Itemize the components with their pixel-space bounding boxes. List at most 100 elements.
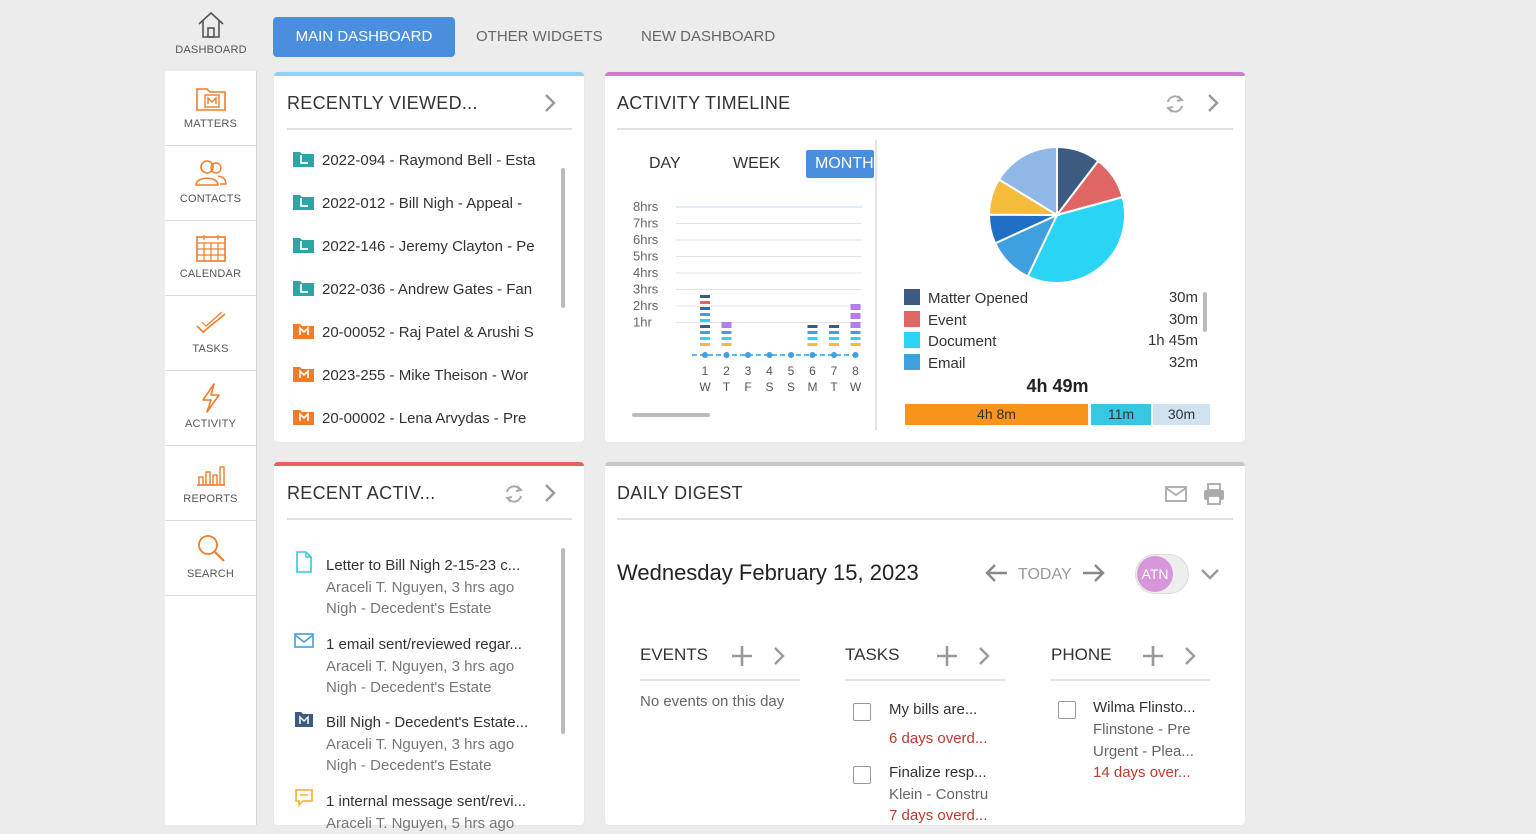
activity-title: Bill Nigh - Decedent's Estate... [316,714,528,731]
bar-segment[interactable] [700,295,710,298]
task-checkbox[interactable] [853,703,871,721]
bar-segment[interactable] [700,313,710,316]
chevron-right-icon[interactable] [770,644,788,668]
arrow-left-icon[interactable] [984,562,1010,584]
calendar-icon [194,233,228,263]
scrollbar[interactable] [1203,292,1207,332]
tab-main-dashboard[interactable]: MAIN DASHBOARD [273,17,455,57]
nav-label: TASKS [165,343,256,355]
x-tick-day-number: 4 [766,364,773,378]
bar-segment[interactable] [808,337,818,340]
activity-title: 1 internal message sent/revi... [316,793,526,810]
phone-title[interactable]: Wilma Flinsto... [1093,699,1196,716]
bar-segment[interactable] [829,331,839,334]
recent-matter-item[interactable]: 20-00052 - Raj Patel & Arushi S [292,322,550,344]
divider [1050,679,1210,681]
bar-segment[interactable] [700,319,710,322]
bar-segment[interactable] [722,322,732,328]
nav-item-reports[interactable]: REPORTS [165,446,256,521]
bar-segment[interactable] [700,343,710,346]
add-phone-icon[interactable] [1141,644,1165,668]
summary-segment-billable: 4h 8m [905,404,1088,425]
nav-item-tasks[interactable]: TASKS [165,296,256,371]
bar-segment[interactable] [722,343,732,346]
legend-label: Email [928,355,966,372]
refresh-icon[interactable] [503,483,525,505]
bar-segment[interactable] [851,304,861,310]
nav-label: SEARCH [165,568,256,580]
tab-other-widgets[interactable]: OTHER WIDGETS [476,17,603,57]
y-tick-label: 2hrs [633,298,659,313]
bar-segment[interactable] [829,343,839,346]
legend-value: 1h 45m [1148,332,1198,349]
print-icon[interactable] [1202,482,1226,506]
chevron-right-icon[interactable] [1204,92,1222,114]
bar-segment[interactable] [808,325,818,328]
nav-dashboard[interactable]: DASHBOARD [165,0,257,70]
chevron-right-icon[interactable] [975,644,993,668]
add-task-icon[interactable] [935,644,959,668]
recent-matter-item[interactable]: 20-00002 - Lena Arvydas - Pre [292,408,550,430]
scrollbar[interactable] [561,548,565,734]
bar-segment[interactable] [808,343,818,346]
card-accent-bar [605,462,1245,466]
matter-icon [292,708,316,730]
bar-segment[interactable] [700,337,710,340]
bar-segment[interactable] [851,337,861,340]
scrollbar[interactable] [561,168,565,308]
nav-item-search[interactable]: SEARCH [165,521,256,596]
recent-matter-item[interactable]: 2023-255 - Mike Theison - Wor [292,365,550,387]
recent-matter-item[interactable]: 2022-036 - Andrew Gates - Fan [292,279,550,301]
bar-segment[interactable] [722,337,732,340]
nav-item-matters[interactable]: MATTERS [165,71,256,146]
task-checkbox[interactable] [853,766,871,784]
bar-segment[interactable] [829,325,839,328]
bar-segment[interactable] [829,337,839,340]
bar-segment[interactable] [851,313,861,319]
chevron-right-icon[interactable] [541,92,559,114]
horizontal-scrollbar[interactable] [632,413,710,417]
bar-segment[interactable] [851,343,861,346]
user-toggle[interactable]: ATN [1135,554,1189,594]
phone-checkbox[interactable] [1058,701,1076,719]
activity-item[interactable]: Bill Nigh - Decedent's Estate...Araceli … [292,708,554,777]
nav-item-contacts[interactable]: CONTACTS [165,146,256,221]
bar-segment[interactable] [851,322,861,328]
bar-segment[interactable] [700,331,710,334]
bar-segment[interactable] [808,331,818,334]
add-event-icon[interactable] [730,644,754,668]
recent-matter-item[interactable]: 2022-094 - Raymond Bell - Esta [292,150,550,172]
chevron-right-icon[interactable] [541,482,559,504]
bar-segment[interactable] [700,307,710,310]
recent-matter-label: 2022-146 - Jeremy Clayton - Pe [322,238,535,255]
nav-item-calendar[interactable]: CALENDAR [165,221,256,296]
nav-item-activity[interactable]: ACTIVITY [165,371,256,446]
legend-value: 30m [1169,289,1198,306]
activity-item[interactable]: Letter to Bill Nigh 2-15-23 c...Araceli … [292,551,554,620]
tab-new-dashboard[interactable]: NEW DASHBOARD [641,17,775,57]
activity-author: Araceli T. Nguyen, 5 hrs ago [292,813,554,834]
bar-segment[interactable] [722,331,732,334]
recent-matter-item[interactable]: 2022-146 - Jeremy Clayton - Pe [292,236,550,258]
refresh-icon[interactable] [1164,93,1186,115]
activity-item[interactable]: 1 email sent/reviewed regar...Araceli T.… [292,630,554,699]
pie-chart [985,143,1130,288]
today-button[interactable]: TODAY [1018,566,1072,584]
email-icon[interactable] [1164,484,1188,504]
tab-day[interactable]: DAY [649,150,681,178]
bar-segment[interactable] [700,325,710,328]
activity-item[interactable]: 1 internal message sent/revi... Araceli T… [292,787,554,834]
tab-week[interactable]: WEEK [733,150,780,178]
task-title[interactable]: Finalize resp... [889,764,987,781]
divider [617,518,1233,520]
tab-month[interactable]: MONTH [806,150,874,178]
bar-segment[interactable] [851,331,861,334]
chevron-right-icon[interactable] [1181,644,1199,668]
card-accent-bar [274,72,584,76]
chevron-down-icon[interactable] [1198,565,1222,583]
phone-matter: Flinstone - Pre [1093,721,1191,738]
arrow-right-icon[interactable] [1080,562,1106,584]
task-title[interactable]: My bills are... [889,701,977,718]
recent-matter-item[interactable]: 2022-012 - Bill Nigh - Appeal - [292,193,550,215]
bar-segment[interactable] [700,301,710,304]
